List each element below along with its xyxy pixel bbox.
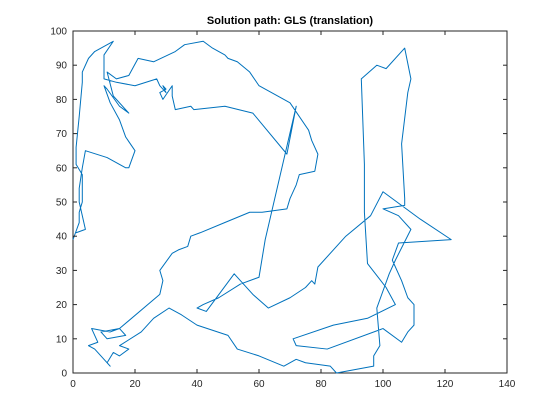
x-tick-label: 140	[499, 379, 516, 390]
x-tick-label: 80	[315, 379, 327, 390]
y-tick-label: 40	[56, 232, 68, 243]
y-tick-label: 50	[56, 198, 68, 209]
y-tick-label: 0	[61, 369, 67, 380]
y-tick-label: 70	[56, 129, 68, 140]
x-tick-label: 120	[437, 379, 454, 390]
x-tick-label: 40	[191, 379, 203, 390]
y-tick-label: 100	[50, 27, 67, 38]
y-tick-label: 90	[56, 61, 68, 72]
x-tick-label: 20	[129, 379, 141, 390]
y-tick-label: 80	[56, 95, 68, 106]
x-tick-label: 60	[253, 379, 265, 390]
x-tick-label: 100	[375, 379, 392, 390]
y-tick-label: 60	[56, 163, 68, 174]
series-layer	[72, 40, 452, 374]
y-tick-label: 30	[56, 266, 68, 277]
chart-title: Solution path: GLS (translation)	[207, 15, 374, 27]
series-line-1	[72, 40, 452, 374]
x-tick-label: 0	[70, 379, 76, 390]
tick-layer: 0 20 40 60 80 100 120 140 0 10 20 30 40 50 60 70 80 90 100	[50, 27, 515, 391]
y-tick-label: 20	[56, 300, 68, 311]
y-tick-label: 10	[56, 334, 68, 345]
axes-box	[72, 30, 508, 374]
